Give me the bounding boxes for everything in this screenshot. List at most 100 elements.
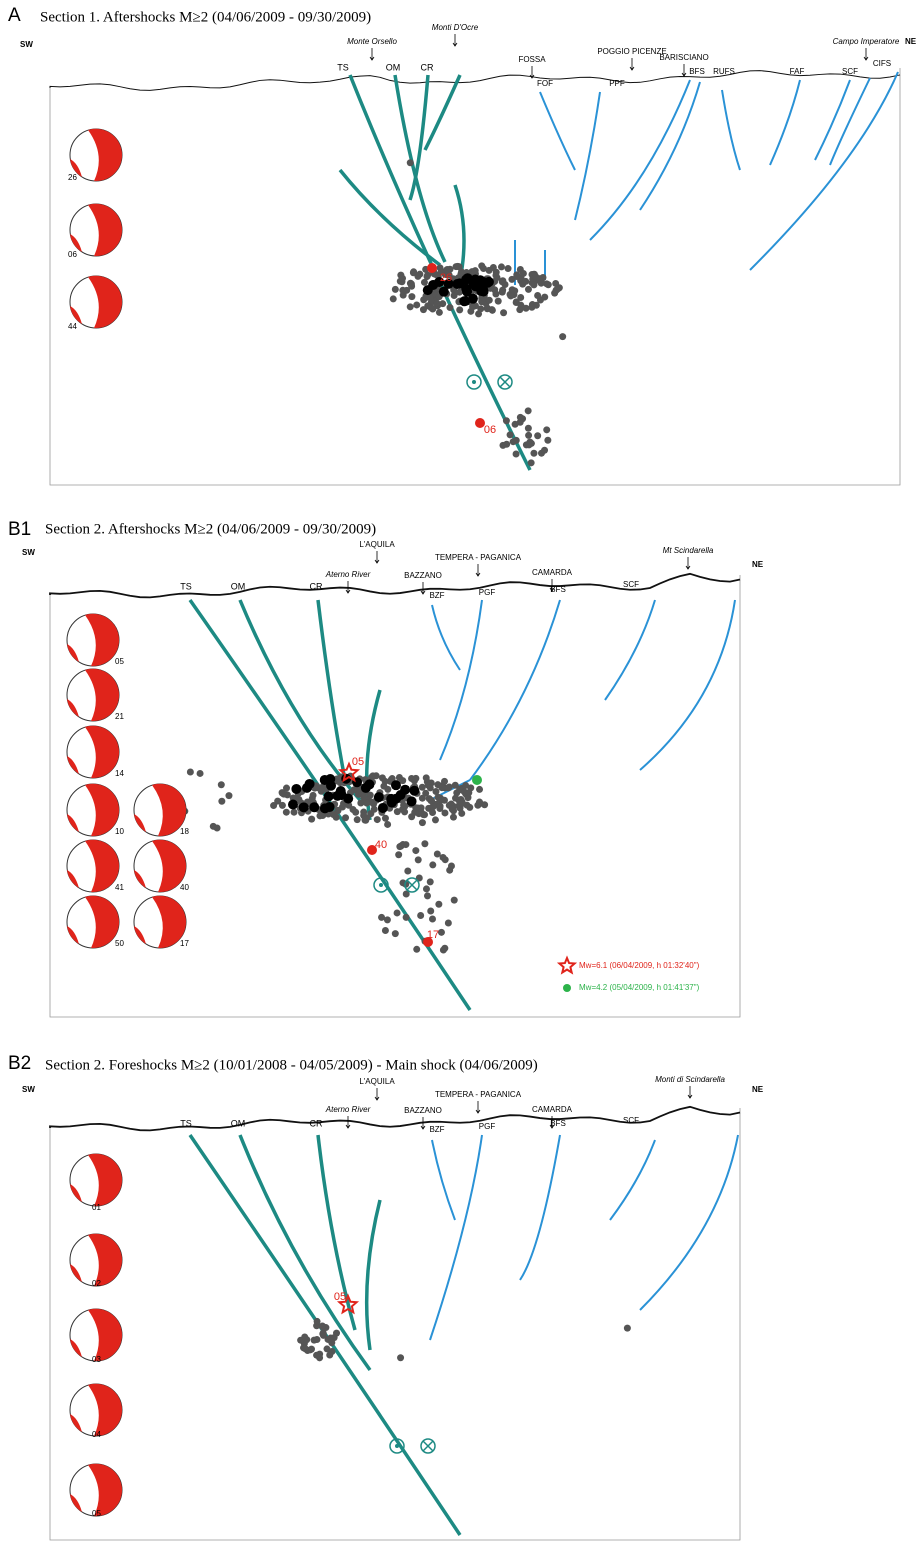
axis-frame <box>49 68 901 486</box>
hypocenter <box>384 820 392 828</box>
hypocenter <box>381 777 389 785</box>
mechanism-label: 14 <box>115 769 124 778</box>
mechanism-label: 17 <box>180 939 189 948</box>
legend-text: Mw=4.2 (05/04/2009, h 01:41'37") <box>579 983 700 992</box>
place-arrow <box>475 564 481 577</box>
hypocenter <box>478 286 489 297</box>
mechanism-label: 02 <box>92 1279 101 1288</box>
focal-mechanism <box>85 783 120 837</box>
hypocenter <box>406 303 414 311</box>
fault-trace <box>574 91 601 221</box>
place-label: Campo Imperatore <box>833 37 900 46</box>
hypocenter <box>391 930 399 938</box>
place-arrow <box>529 66 535 79</box>
hypocenter <box>363 799 371 807</box>
hypocenter <box>439 853 447 861</box>
fault-label: PPF <box>609 79 625 88</box>
focal-mechanism <box>67 756 79 774</box>
slip-symbol <box>472 380 476 384</box>
hypocenter <box>386 793 397 804</box>
hypocenter <box>532 273 540 281</box>
hypocenter <box>429 803 437 811</box>
fault-label: SCF <box>623 1116 639 1125</box>
fault-trace <box>348 74 532 471</box>
legend-text: Mw=6.1 (06/04/2009, h 01:32'40") <box>579 961 700 970</box>
hypocenter <box>313 1351 321 1359</box>
hypocenter <box>390 780 401 791</box>
hypocenter <box>454 278 465 289</box>
focal-mechanism <box>70 1414 82 1432</box>
hypocenter <box>291 783 302 794</box>
panel-letter: B2 <box>8 1053 31 1074</box>
fault-label: TS <box>337 62 349 72</box>
direction-label: NE <box>752 1085 764 1094</box>
hypocenter <box>432 788 440 796</box>
hypocenter <box>559 333 567 341</box>
place-arrow <box>549 579 555 592</box>
place-arrow <box>345 581 351 594</box>
hypocenter <box>438 286 449 297</box>
place-arrow <box>369 48 375 61</box>
hypocenter <box>477 305 485 313</box>
place-arrow <box>420 1117 426 1130</box>
hypocenter <box>445 271 453 279</box>
hypocenter <box>525 441 533 449</box>
fault-label: OM <box>231 1118 246 1128</box>
hypocenter <box>428 915 436 923</box>
hypocenter <box>440 796 448 804</box>
hypocenter <box>444 784 452 792</box>
hypocenter <box>437 928 445 936</box>
hypocenter <box>448 805 456 813</box>
hypocenter <box>418 819 426 827</box>
hypocenter <box>403 286 411 294</box>
hypocenter <box>217 781 225 789</box>
hypocenter <box>391 285 399 293</box>
fault-trace <box>408 74 430 201</box>
fault-trace <box>589 79 691 241</box>
hypocenter <box>313 1317 321 1325</box>
main-shock <box>336 1293 360 1315</box>
hypocenter <box>516 306 524 314</box>
hypocenter <box>279 789 287 797</box>
panel-letter: A <box>8 5 21 26</box>
hypocenter <box>426 878 434 886</box>
focal-mechanism <box>88 275 123 329</box>
axis-frame <box>49 575 741 1018</box>
hypocenter <box>301 1333 309 1341</box>
hypocenter <box>309 791 317 799</box>
focal-mechanism <box>152 839 187 893</box>
hypocenter <box>444 919 452 927</box>
mechanism-label: 04 <box>92 1430 101 1439</box>
fault-label: CIFS <box>873 59 891 68</box>
mechanism-label: 05 <box>115 657 124 666</box>
event-label: 40 <box>375 839 387 851</box>
hypocenter <box>400 784 411 795</box>
hypocenter <box>412 847 420 855</box>
focal-mechanism <box>152 783 187 837</box>
place-label: BARISCIANO <box>659 53 708 62</box>
fault-trace <box>639 599 736 771</box>
hypocenter <box>483 305 491 313</box>
fault-trace <box>539 91 576 171</box>
hypocenter <box>422 885 430 893</box>
focal-mechanism <box>70 306 82 324</box>
hypocenter <box>353 816 361 824</box>
axis-frame <box>49 1108 741 1541</box>
fault-trace <box>609 1139 656 1221</box>
hypocenter <box>399 777 407 785</box>
hypocenter <box>354 790 362 798</box>
place-arrow <box>420 582 426 595</box>
slip-symbol <box>420 1438 436 1454</box>
hypocenter <box>441 777 449 785</box>
fault-trace <box>431 1139 456 1221</box>
focal-mechanism <box>70 1184 82 1202</box>
hypocenter <box>402 890 410 898</box>
hypocenter <box>485 296 493 304</box>
fault-label: RUFS <box>713 67 735 76</box>
mechanism-label: 18 <box>180 827 189 836</box>
hypocenter <box>357 799 365 807</box>
hypocenter <box>389 295 397 303</box>
hypocenter <box>434 277 445 288</box>
hypocenter <box>334 807 342 815</box>
slip-symbol <box>422 1440 434 1452</box>
